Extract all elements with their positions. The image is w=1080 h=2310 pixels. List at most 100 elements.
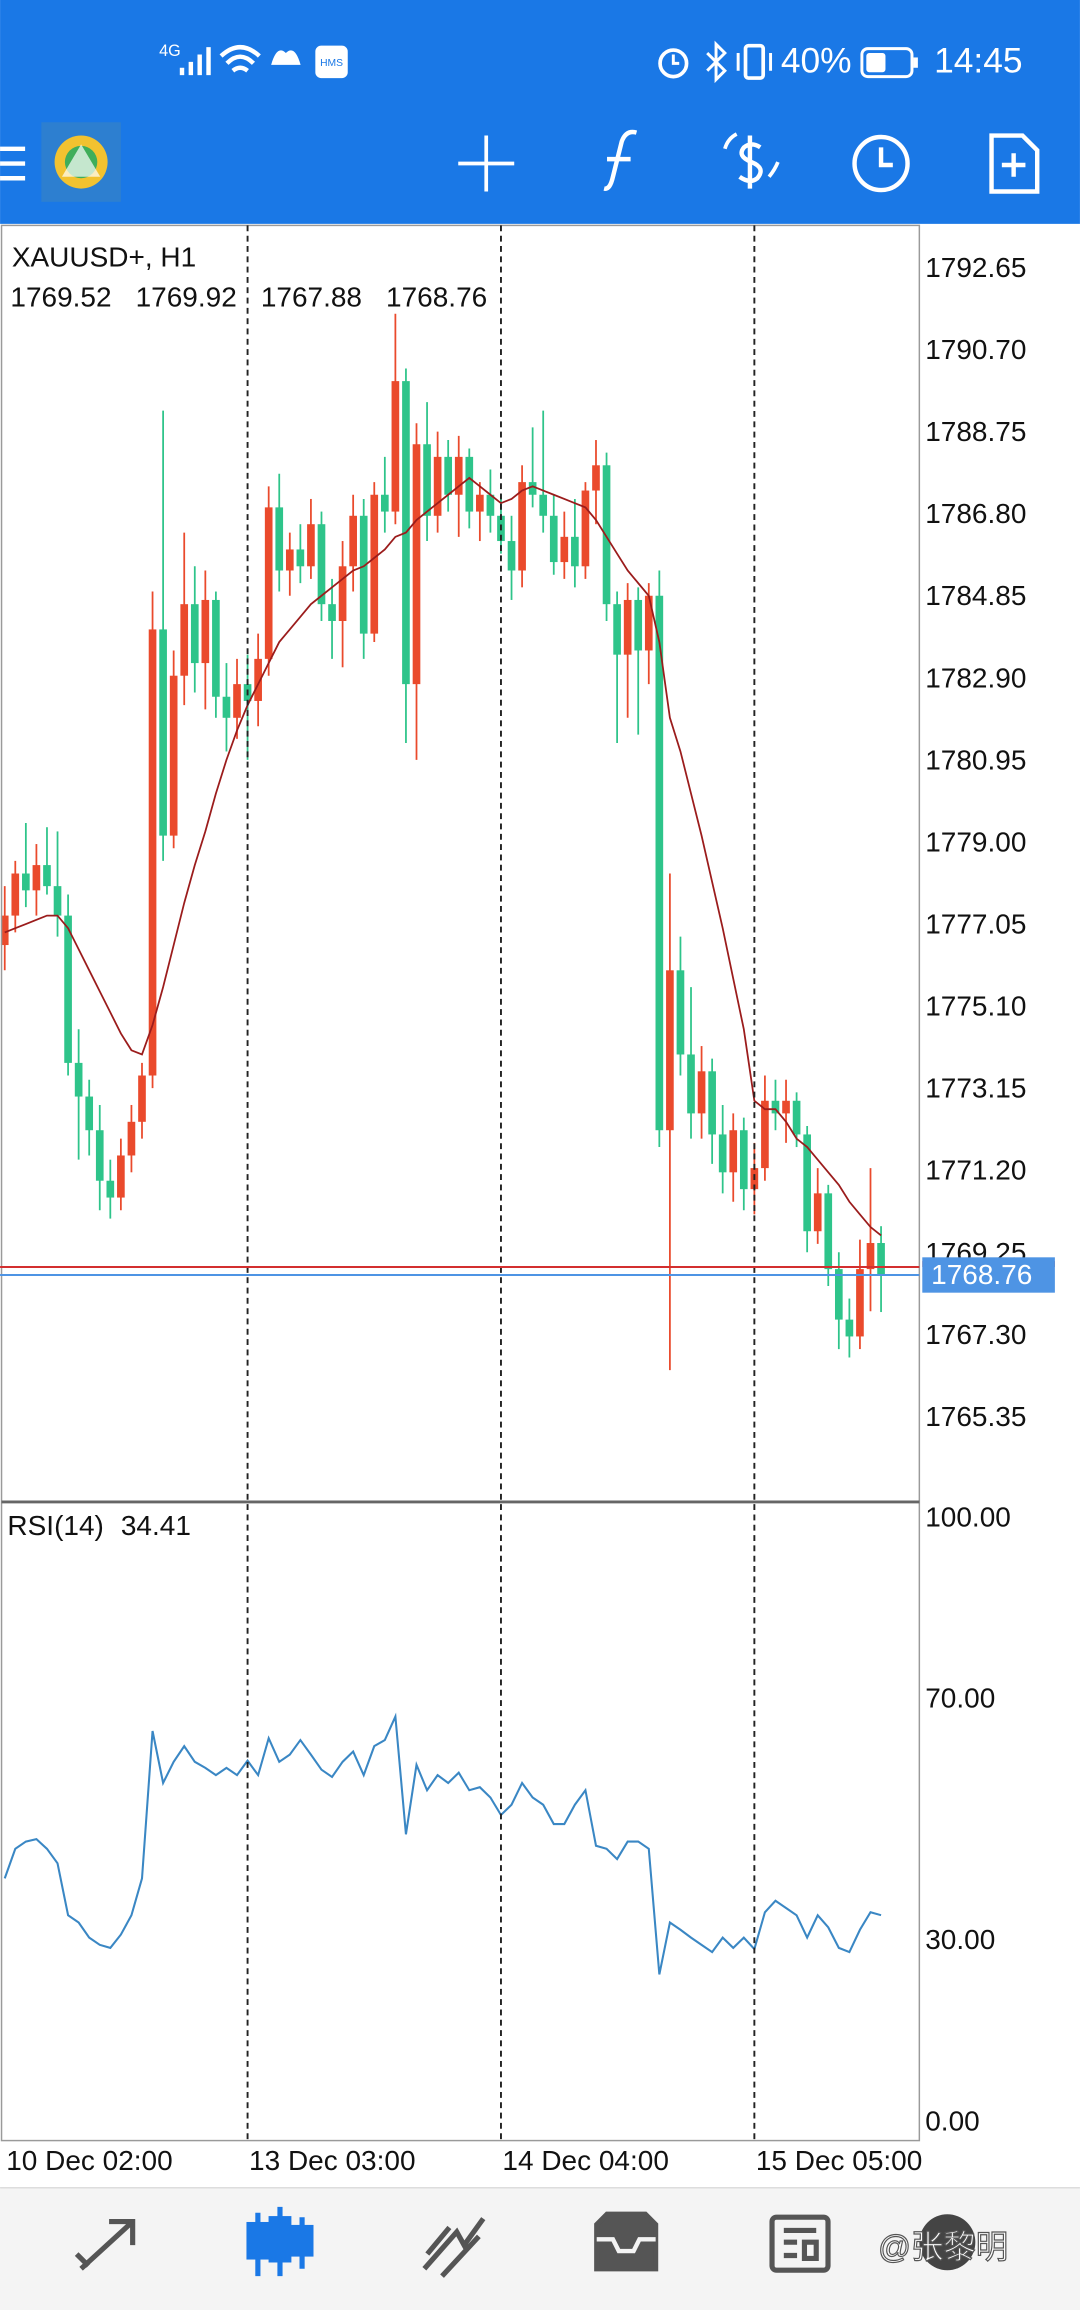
candle-body (190, 604, 199, 664)
y-tick-label: 1777.05 (925, 909, 1026, 940)
nav-icons (74, 2206, 976, 2278)
candle-body (761, 1100, 769, 1169)
candle-body (782, 1100, 790, 1114)
nav-chart[interactable] (246, 2206, 314, 2277)
timeframe-button[interactable] (852, 134, 910, 193)
nav-history[interactable] (594, 2211, 659, 2272)
candle-body (866, 1243, 875, 1270)
candle-body (592, 465, 600, 491)
candle-body (117, 1155, 125, 1198)
rsi-title: RSI(14) (7, 1510, 103, 1541)
app-header (0, 0, 1080, 224)
candle-body (11, 873, 20, 916)
candle-body (623, 599, 632, 655)
candle-body (180, 604, 189, 676)
y-tick-label: 1782.90 (925, 662, 1026, 693)
nav-trade[interactable] (422, 2217, 486, 2278)
candle-body (454, 456, 463, 495)
candle-body (338, 566, 347, 621)
candle-body (201, 599, 210, 664)
candle-body (528, 482, 537, 495)
last-open: 1769.52 (10, 281, 111, 312)
candle-body (285, 549, 294, 571)
candle-body (644, 595, 653, 651)
candle-body (634, 599, 643, 651)
candle-body (412, 444, 421, 685)
y-tick-label: 1780.95 (925, 744, 1026, 775)
candle-body (380, 494, 389, 512)
candle-body (328, 604, 336, 621)
nav-settings[interactable] (919, 2214, 976, 2271)
candle-body (264, 507, 273, 659)
candle-body (148, 629, 157, 1076)
candle-body (845, 1319, 854, 1337)
battery-percent: 40% (781, 42, 852, 81)
candle-body (571, 536, 579, 567)
candle-body (85, 1096, 94, 1131)
new-order-button[interactable] (989, 133, 1040, 194)
candle-body (539, 494, 548, 516)
candle-body (697, 1071, 706, 1114)
candle-body (359, 515, 368, 634)
candle-body (32, 865, 41, 891)
candle-body (476, 494, 484, 512)
candle-body (792, 1100, 801, 1135)
last-close: 1768.76 (386, 281, 487, 312)
x-tick-label: 15 Dec 05:00 (756, 2145, 922, 2176)
candle-body (233, 684, 241, 718)
x-tick-label: 13 Dec 03:00 (249, 2145, 415, 2176)
y-tick-label: 30.00 (925, 1924, 995, 1955)
candle-body (834, 1269, 843, 1320)
indicators-button[interactable] (603, 129, 638, 191)
candle-body (127, 1121, 136, 1156)
menu-button[interactable] (0, 146, 26, 181)
candle-body (560, 536, 569, 563)
y-tick-label: 70.00 (925, 1683, 995, 1714)
nav-news[interactable] (769, 2214, 831, 2273)
candle-body (370, 494, 379, 634)
candle-body (95, 1130, 104, 1181)
candle-body (655, 595, 664, 1131)
candle-body (349, 515, 357, 567)
candle-body (486, 494, 495, 516)
candle-body (856, 1269, 864, 1337)
candle-body (444, 456, 453, 495)
candle-body (169, 675, 178, 836)
candle-body (433, 456, 442, 516)
candle-body (666, 970, 674, 1131)
y-tick-label: 1765.35 (925, 1401, 1026, 1432)
candle-body (212, 599, 220, 697)
candle-body (687, 1054, 695, 1114)
x-tick-label: 10 Dec 02:00 (6, 2145, 172, 2176)
y-tick-label: 1790.70 (925, 334, 1026, 365)
hms-badge: HMS (320, 58, 343, 69)
chart-background (0, 223, 1080, 2188)
nav-quotes[interactable] (74, 2219, 136, 2271)
bid-tag (922, 1257, 1055, 1293)
trade-button[interactable] (723, 132, 780, 189)
status-icons: 4G HMS 40% 14:45 (159, 40, 1023, 84)
candle-body (43, 865, 51, 887)
y-tick-label: 1784.85 (925, 580, 1026, 611)
candle-body (254, 658, 262, 701)
symbol-title: XAUUSD+, H1 (12, 242, 196, 273)
app-logo[interactable] (41, 122, 121, 202)
candle-body (613, 604, 621, 655)
candle-body (739, 1130, 748, 1190)
candle-body (518, 482, 526, 571)
y-tick-label: 1767.30 (925, 1319, 1026, 1350)
crosshair-button[interactable] (458, 135, 515, 192)
candle-body (106, 1180, 115, 1198)
candle-body (549, 515, 558, 563)
bottom-nav (0, 2187, 1080, 2310)
candle-body (708, 1071, 716, 1135)
candle-body (813, 1193, 822, 1232)
clock: 14:45 (934, 42, 1022, 81)
candle-body (0, 915, 9, 946)
moving-average (4, 476, 882, 1237)
y-tick-label: 1779.00 (925, 826, 1026, 857)
y-tick-label: 100.00 (925, 1501, 1011, 1532)
candle-body (507, 541, 516, 571)
bid-tag-label: 1768.76 (931, 1259, 1032, 1290)
network-type: 4G (159, 42, 181, 60)
